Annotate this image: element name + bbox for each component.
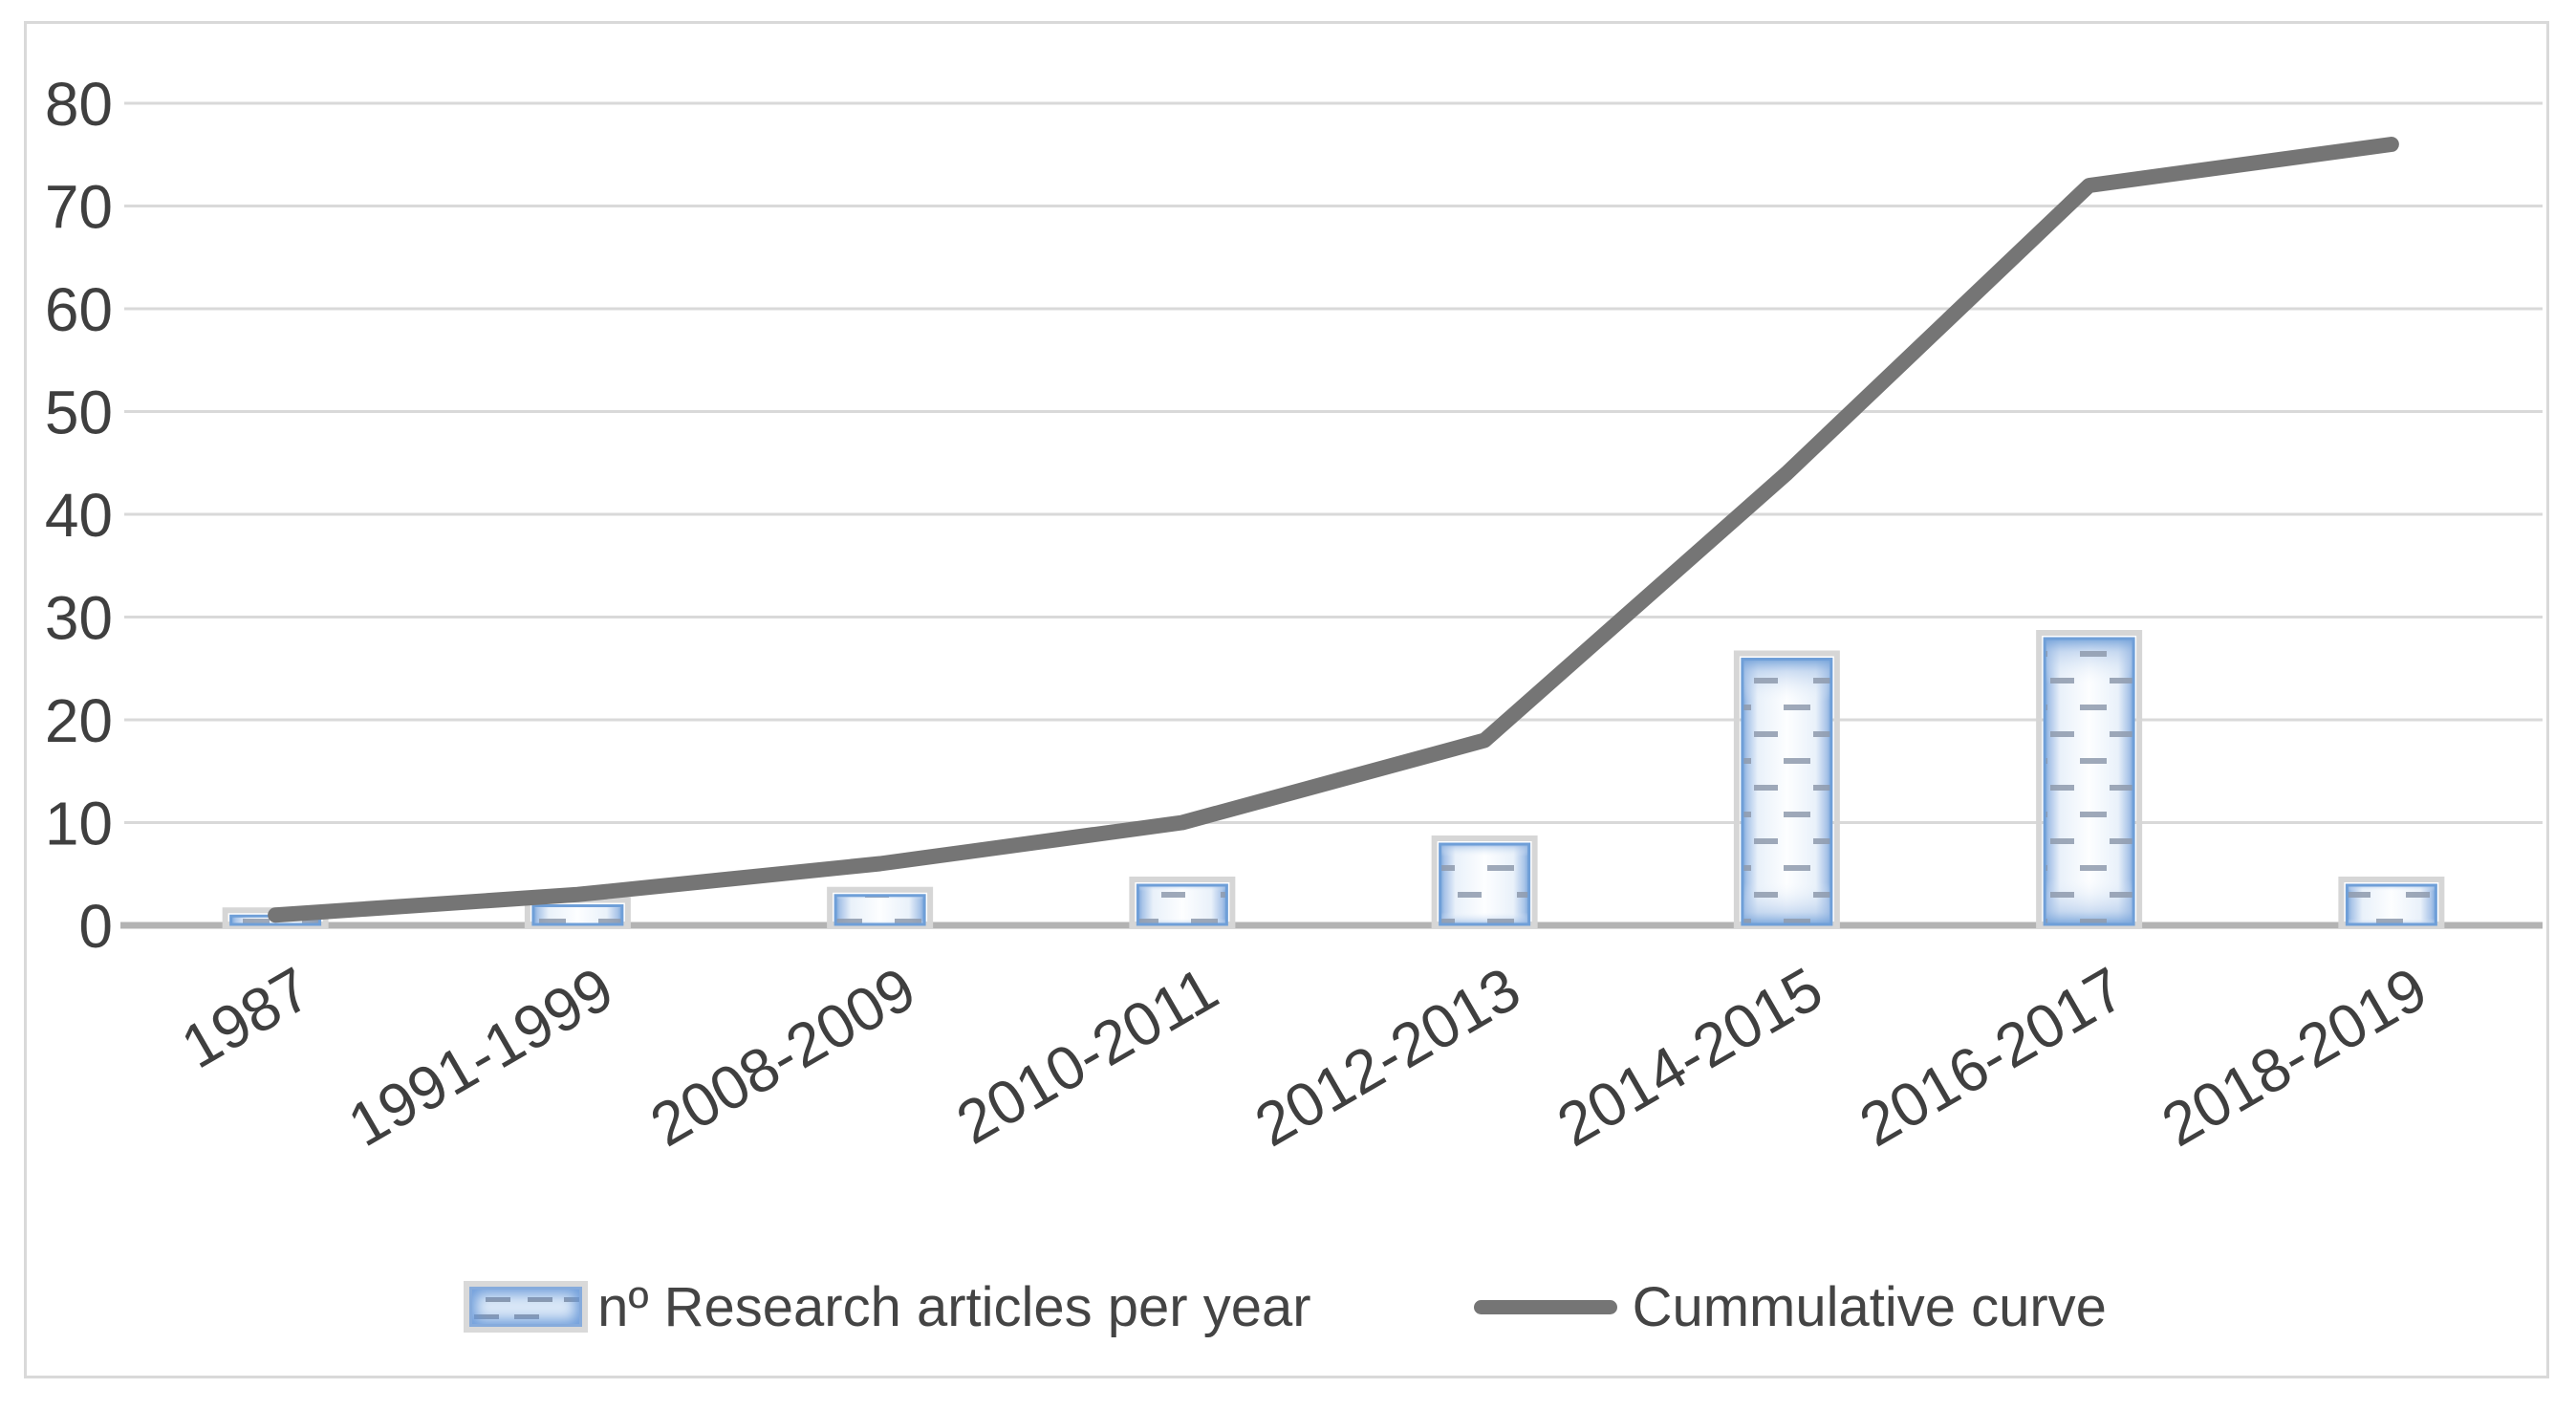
bar-edge	[531, 904, 624, 926]
y-tick-label-40: 40	[45, 481, 113, 550]
bar-texture	[1439, 843, 1530, 925]
bar-edge	[1741, 658, 1833, 926]
bar-2016-2017	[2036, 630, 2143, 928]
bar-edge	[2345, 883, 2437, 926]
y-tick-label-0: 0	[78, 892, 113, 961]
bar-series-swatch-icon	[469, 1287, 583, 1327]
bar-1991-1999	[524, 897, 631, 928]
bar-edge	[1136, 883, 1228, 926]
x-tick-label-2014-2015: 2014-2015	[1546, 954, 1833, 1160]
bar-2018-2019	[2338, 877, 2445, 928]
chart-legend: nº Research articles per year Cummulativ…	[0, 1254, 2576, 1359]
y-tick-label-20: 20	[45, 686, 113, 755]
x-tick-label-2010-2011: 2010-2011	[945, 954, 1229, 1158]
bar-texture	[2346, 884, 2437, 925]
y-tick-label-80: 80	[45, 70, 113, 139]
bar-edge	[833, 894, 926, 926]
x-tick-label-1987: 1987	[170, 954, 322, 1082]
x-tick-label-2016-2017: 2016-2017	[1849, 954, 2136, 1160]
bar-edge	[2043, 637, 2135, 926]
y-tick-label-70: 70	[45, 173, 113, 242]
x-tick-label-2012-2013: 2012-2013	[1244, 954, 1531, 1160]
legend-item-bar-series: nº Research articles per year	[469, 1275, 1311, 1339]
bar-edge	[1439, 842, 1531, 926]
bar-2012-2013	[1431, 835, 1538, 928]
y-tick-label-30: 30	[45, 584, 113, 653]
x-tick-label-2008-2009: 2008-2009	[639, 954, 927, 1160]
bar-2010-2011	[1129, 877, 1236, 928]
legend-item-line-series: Cummulative curve	[1473, 1275, 2107, 1339]
y-tick-label-50: 50	[45, 379, 113, 447]
bar-texture	[531, 904, 623, 925]
cumulative-curve-line	[268, 137, 2399, 923]
bar-texture	[834, 894, 926, 925]
legend-label-line-series: Cummulative curve	[1632, 1275, 2107, 1338]
line-series-swatch-icon	[1473, 1299, 1617, 1314]
bar-texture	[1136, 884, 1228, 925]
legend-label-bar-series: nº Research articles per year	[597, 1275, 1311, 1338]
y-tick-label-60: 60	[45, 275, 113, 344]
bar-2014-2015	[1733, 650, 1840, 928]
bar-texture	[1741, 658, 1832, 925]
bar-2008-2009	[827, 886, 934, 928]
x-tick-label-1991-1999: 1991-1999	[336, 954, 624, 1160]
x-tick-label-2018-2019: 2018-2019	[2151, 954, 2438, 1160]
y-tick-label-10: 10	[45, 790, 113, 858]
bar-texture	[2044, 638, 2135, 925]
